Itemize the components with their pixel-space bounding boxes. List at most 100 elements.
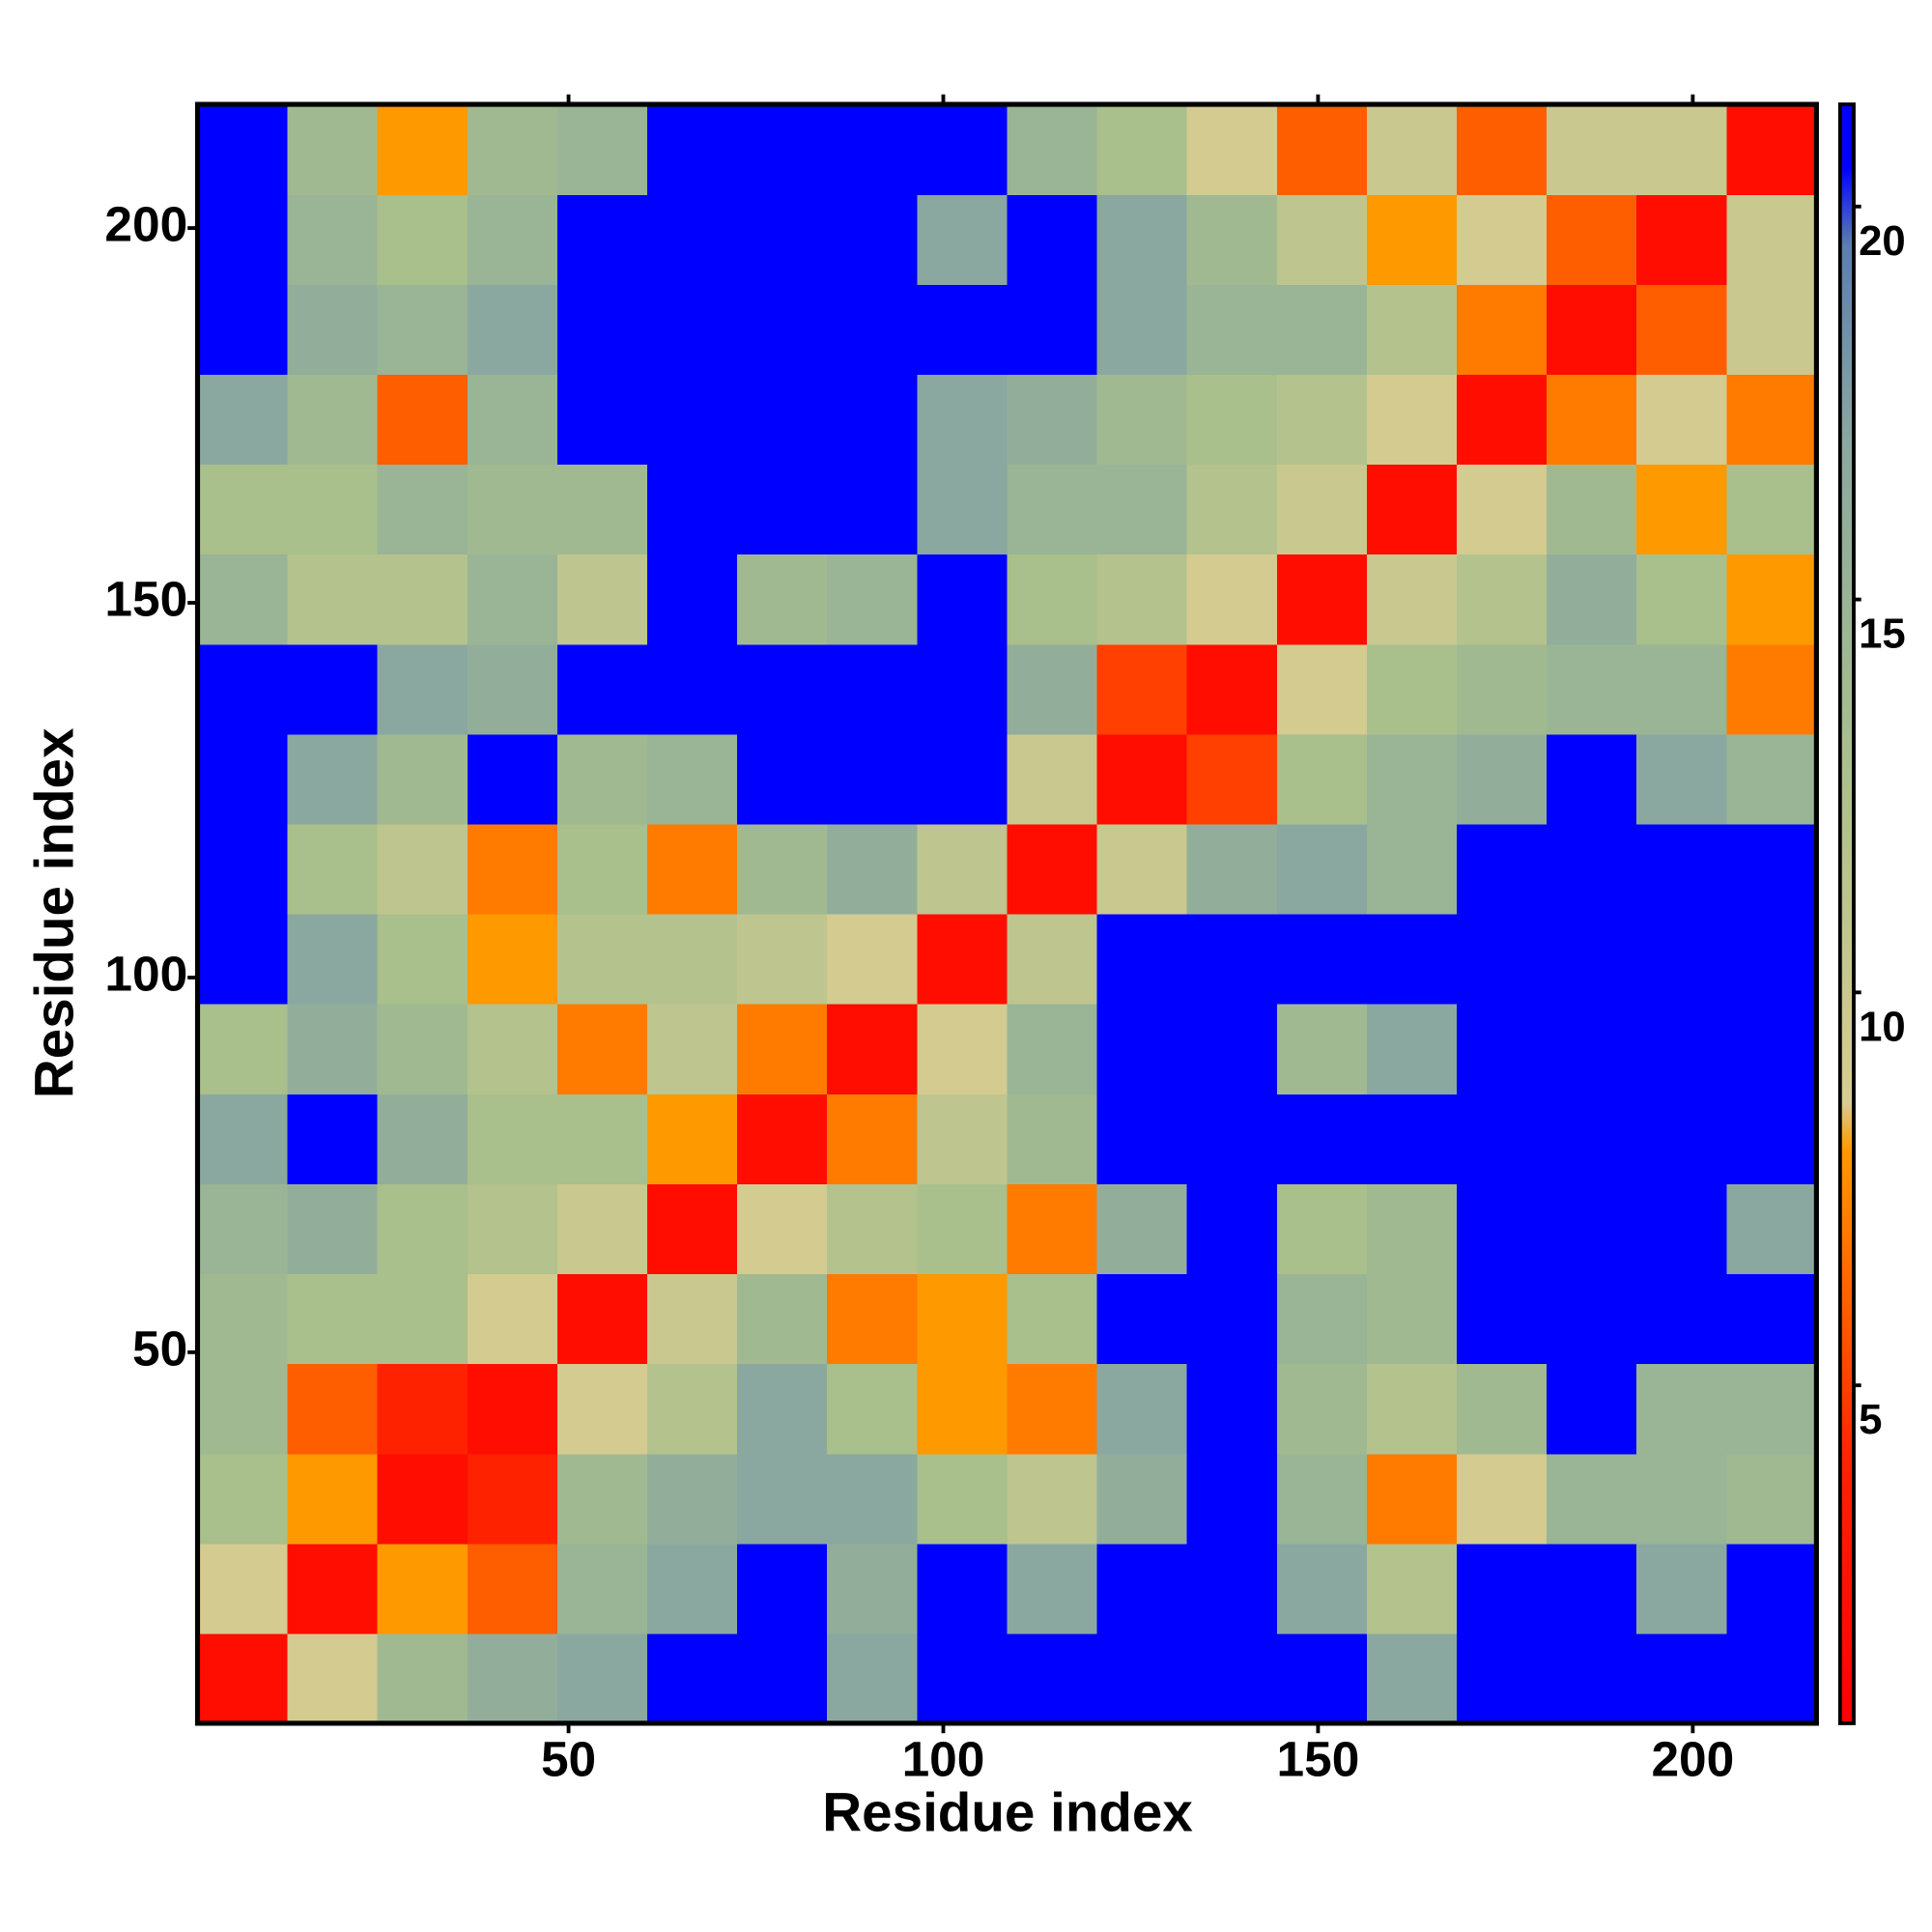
- heatmap-cell: [1366, 374, 1458, 466]
- heatmap-cell: [1726, 823, 1818, 915]
- heatmap-cell: [1186, 823, 1278, 915]
- heatmap-cell: [737, 1363, 828, 1455]
- heatmap-cell: [647, 1183, 738, 1275]
- heatmap-cell: [1186, 1094, 1278, 1184]
- heatmap-cell: [1276, 1453, 1368, 1545]
- heatmap-cell: [377, 194, 469, 285]
- heatmap-cell: [1096, 643, 1188, 735]
- heatmap-cell: [377, 1633, 469, 1724]
- heatmap-cell: [1636, 1453, 1727, 1545]
- heatmap-cell: [377, 1183, 469, 1275]
- heatmap-cell: [737, 1633, 828, 1724]
- heatmap-cell: [556, 1633, 648, 1724]
- heatmap-cell: [1276, 1094, 1368, 1184]
- heatmap-cell: [647, 194, 738, 285]
- heatmap-cell: [1366, 464, 1458, 555]
- heatmap-cell: [1547, 1273, 1637, 1365]
- heatmap-cell: [1007, 1094, 1098, 1184]
- heatmap-cell: [1456, 194, 1548, 285]
- heatmap-cell: [827, 1004, 918, 1094]
- heatmap-cell: [1456, 554, 1548, 645]
- heatmap-cell: [1456, 1363, 1548, 1455]
- heatmap-cell: [1547, 823, 1637, 915]
- heatmap-cell: [917, 913, 1009, 1005]
- heatmap-cell: [197, 1183, 289, 1275]
- heatmap-cell: [1186, 104, 1278, 195]
- heatmap-cell: [377, 1273, 469, 1365]
- heatmap-cell: [197, 284, 289, 375]
- heatmap-cell: [1366, 1633, 1458, 1724]
- heatmap-cell: [1636, 104, 1727, 195]
- heatmap-cell: [1726, 913, 1818, 1005]
- heatmap-cell: [1186, 554, 1278, 645]
- heatmap-cell: [1276, 1363, 1368, 1455]
- heatmap-cell: [827, 823, 918, 915]
- heatmap-cell: [1276, 464, 1368, 555]
- heatmap-cell: [1456, 374, 1548, 466]
- heatmap-cell: [197, 733, 289, 825]
- heatmap-cell: [556, 823, 648, 915]
- heatmap-cell: [287, 284, 379, 375]
- heatmap-cell: [1547, 374, 1637, 466]
- colorbar-tick-label: 10: [1859, 1003, 1906, 1050]
- heatmap-cell: [1636, 1273, 1727, 1365]
- y-tick-label: 150: [104, 571, 187, 627]
- heatmap-cell: [917, 1633, 1009, 1724]
- heatmap-cell: [197, 1453, 289, 1545]
- heatmap-cell: [1096, 1183, 1188, 1275]
- heatmap-cell: [1726, 1363, 1818, 1455]
- heatmap-cell: [737, 464, 828, 555]
- heatmap-cell: [197, 643, 289, 735]
- heatmap-cell: [1366, 643, 1458, 735]
- heatmap-cell: [377, 464, 469, 555]
- heatmap-cell: [917, 194, 1009, 285]
- heatmap-cell: [647, 733, 738, 825]
- heatmap-cell: [1636, 1543, 1727, 1634]
- heatmap-cell: [917, 1453, 1009, 1545]
- heatmap-cell: [1456, 913, 1548, 1005]
- x-tick-label: 50: [541, 1731, 596, 1787]
- heatmap-cell: [1456, 733, 1548, 825]
- colorbar-tick-label: 15: [1859, 611, 1906, 658]
- heatmap-cell: [287, 1183, 379, 1275]
- colorbar: [1837, 102, 1856, 1725]
- heatmap-cell: [556, 104, 648, 195]
- heatmap-cell: [1007, 104, 1098, 195]
- heatmap-cell: [917, 554, 1009, 645]
- heatmap-cell: [737, 1004, 828, 1094]
- heatmap-cell: [467, 643, 558, 735]
- heatmap-cell: [1366, 1363, 1458, 1455]
- heatmap-cell: [1096, 1004, 1188, 1094]
- heatmap-cell: [377, 913, 469, 1005]
- heatmap-cell: [467, 1004, 558, 1094]
- heatmap-cell: [737, 284, 828, 375]
- heatmap-cell: [556, 913, 648, 1005]
- heatmap-cell: [827, 1453, 918, 1545]
- y-tick-label: 50: [132, 1320, 187, 1376]
- heatmap-cell: [1276, 554, 1368, 645]
- heatmap-cell: [1007, 823, 1098, 915]
- heatmap-cell: [1726, 374, 1818, 466]
- heatmap-cell: [1547, 1094, 1637, 1184]
- heatmap-cell: [1007, 374, 1098, 466]
- heatmap-cell: [1726, 1183, 1818, 1275]
- heatmap-cell: [1276, 1273, 1368, 1365]
- heatmap-cell: [1007, 1363, 1098, 1455]
- heatmap-cell: [1366, 284, 1458, 375]
- heatmap-cell: [917, 1273, 1009, 1365]
- heatmap-cell: [1456, 1004, 1548, 1094]
- heatmap-cell: [467, 554, 558, 645]
- heatmap-cell: [737, 1453, 828, 1545]
- heatmap-cell: [827, 1094, 918, 1184]
- heatmap-cell: [1636, 1633, 1727, 1724]
- heatmap-cell: [377, 823, 469, 915]
- heatmap-cell: [197, 1633, 289, 1724]
- heatmap-cell: [1547, 1633, 1637, 1724]
- heatmap-cell: [1096, 1363, 1188, 1455]
- heatmap-cell: [647, 1453, 738, 1545]
- heatmap-cell: [1636, 1094, 1727, 1184]
- heatmap-cell: [917, 284, 1009, 375]
- heatmap-cell: [1276, 1543, 1368, 1634]
- heatmap-cell: [1007, 464, 1098, 555]
